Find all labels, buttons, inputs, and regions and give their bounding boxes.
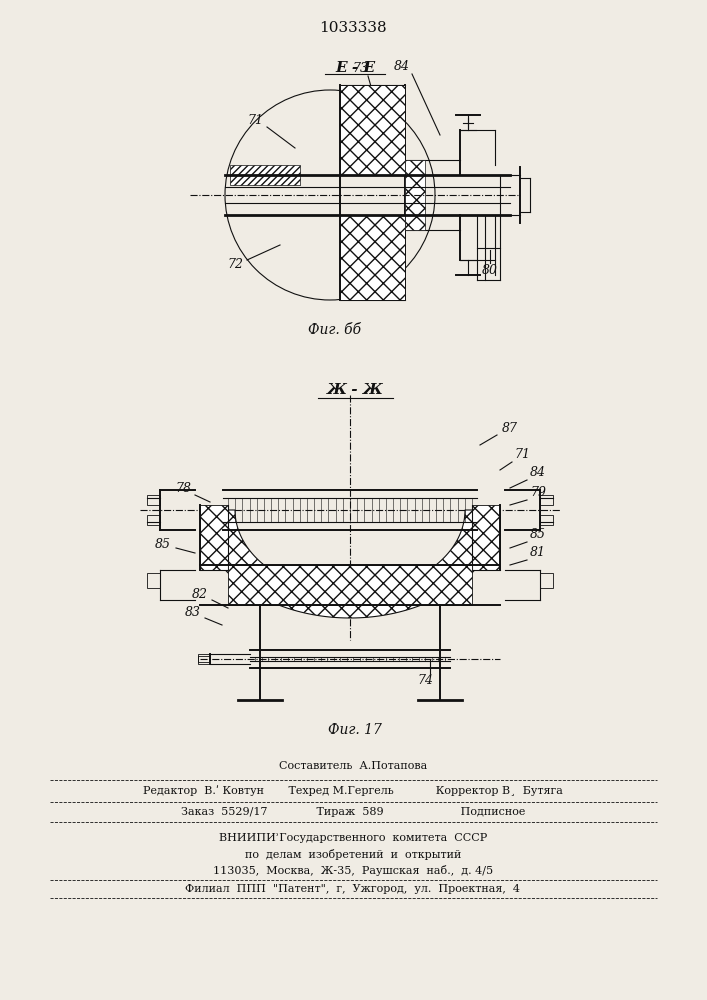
Text: Заказ  5529/17              Тираж  589                      Подписное: Заказ 5529/17 Тираж 589 Подписное — [181, 807, 525, 817]
Text: 80: 80 — [482, 263, 498, 276]
Bar — [147, 573, 160, 588]
Text: Фиг. 17: Фиг. 17 — [328, 723, 382, 737]
Text: 78: 78 — [175, 482, 191, 494]
Bar — [540, 495, 553, 505]
Bar — [198, 656, 210, 664]
Bar — [200, 505, 228, 570]
Bar — [540, 515, 553, 525]
Polygon shape — [200, 510, 500, 618]
Text: 79: 79 — [530, 486, 546, 498]
Text: 87: 87 — [502, 422, 518, 434]
Text: 85: 85 — [530, 528, 546, 542]
Bar — [230, 165, 300, 185]
Text: Редактор  В.ʹ Ковтун       Техред М.Гергель            Корректор В¸  Бутяга: Редактор В.ʹ Ковтун Техред М.Гергель Кор… — [143, 786, 563, 796]
Text: Филиал  ППП  "Патент",  г,  Ужгород,  ул.  Проектная,  4: Филиал ППП "Патент", г, Ужгород, ул. Про… — [185, 884, 520, 894]
Text: 71: 71 — [247, 113, 263, 126]
Text: E - E: E - E — [335, 61, 375, 75]
Bar — [147, 515, 160, 525]
Bar — [340, 215, 405, 300]
Text: Фиг. бб: Фиг. бб — [308, 323, 361, 337]
Bar — [472, 505, 500, 570]
Bar — [540, 573, 553, 588]
Text: ВНИИПИʾГосударственного  комитета  СССР: ВНИИПИʾГосударственного комитета СССР — [219, 833, 487, 843]
Text: 73: 73 — [352, 62, 368, 75]
Text: 1033338: 1033338 — [319, 21, 387, 35]
Text: 85: 85 — [155, 538, 171, 552]
Text: Ж - Ж: Ж - Ж — [327, 383, 383, 397]
Text: по  делам  изобретений  и  открытий: по делам изобретений и открытий — [245, 848, 461, 859]
Bar — [405, 160, 425, 230]
Bar — [147, 495, 160, 505]
Bar — [198, 654, 210, 662]
Text: Составитель  А.Потапова: Составитель А.Потапова — [279, 761, 427, 771]
Text: 84: 84 — [530, 466, 546, 479]
Text: 84: 84 — [394, 60, 410, 73]
Text: 72: 72 — [227, 258, 243, 271]
Bar — [228, 565, 472, 605]
Text: 74: 74 — [417, 674, 433, 686]
Text: 113035,  Москва,  Ж-35,  Раушская  наб.,  д. 4/5: 113035, Москва, Ж-35, Раушская наб., д. … — [213, 864, 493, 876]
Text: 83: 83 — [185, 606, 201, 619]
Text: 81: 81 — [530, 546, 546, 560]
Text: 82: 82 — [192, 588, 208, 601]
Bar — [340, 85, 405, 175]
Text: 71: 71 — [514, 448, 530, 462]
